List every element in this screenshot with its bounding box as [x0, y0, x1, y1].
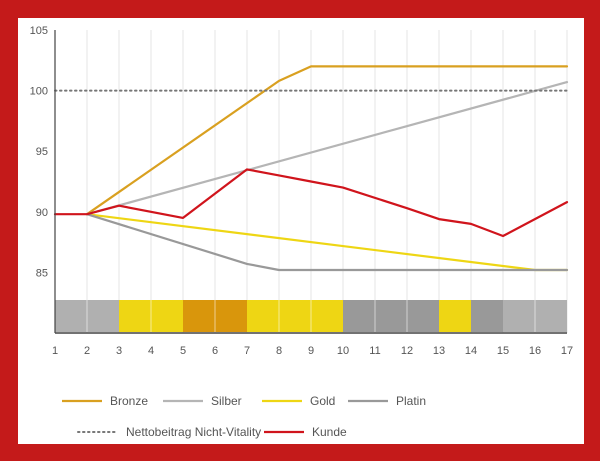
x-tick-label: 13: [433, 345, 445, 357]
legend-label-nettobeitrag-nicht-vitality: Nettobeitrag Nicht-Vitality: [126, 425, 261, 439]
x-tick-label: 8: [276, 345, 282, 357]
status-band-gold: [439, 300, 471, 332]
y-tick-label: 100: [30, 86, 48, 98]
series-lines: [53, 65, 569, 272]
x-tick-label: 9: [308, 345, 314, 357]
legend-label-silber: Silber: [211, 394, 242, 408]
x-tick-label: 1: [52, 345, 58, 357]
x-tick-label: 7: [244, 345, 250, 357]
grid-lines: [54, 30, 568, 333]
status-bands: [55, 300, 567, 332]
legend-label-bronze: Bronze: [110, 394, 148, 408]
x-tick-label: 12: [401, 345, 413, 357]
series-line-bronze: [85, 65, 569, 216]
x-tick-label: 10: [337, 345, 349, 357]
legend-label-kunde: Kunde: [312, 425, 347, 439]
x-tick-label: 4: [148, 345, 154, 357]
series-line-gold: [85, 213, 569, 272]
x-tick-label: 6: [212, 345, 218, 357]
x-tick-label: 17: [561, 345, 573, 357]
x-tick-label: 16: [529, 345, 541, 357]
x-tick-label: 15: [497, 345, 509, 357]
x-tick-label: 14: [465, 345, 477, 357]
y-tick-label: 95: [36, 146, 48, 158]
legend-label-gold: Gold: [310, 394, 335, 408]
series-line-silber: [85, 80, 569, 216]
y-tick-label: 105: [30, 25, 48, 37]
y-tick-label: 90: [36, 207, 48, 219]
legend: Bronze Silber Gold Platin Nettobeitrag Nicht…: [62, 394, 426, 439]
status-band-gold: [247, 300, 343, 332]
series-line-kunde: [53, 168, 569, 238]
x-tick-label: 3: [116, 345, 122, 357]
x-tick-label: 5: [180, 345, 186, 357]
legend-label-platin: Platin: [396, 394, 426, 408]
x-tick-label: 2: [84, 345, 90, 357]
y-tick-label: 85: [36, 267, 48, 279]
x-tick-label: 11: [369, 345, 380, 357]
chart-card: 85 90 95 100 105 1 2 3 4 5 6 7 8 9 10 11 12 13 14 15 16 17 Br…: [18, 18, 584, 444]
status-band-platin: [343, 300, 439, 332]
status-band-platin: [471, 300, 503, 332]
series-line-platin: [85, 213, 569, 272]
